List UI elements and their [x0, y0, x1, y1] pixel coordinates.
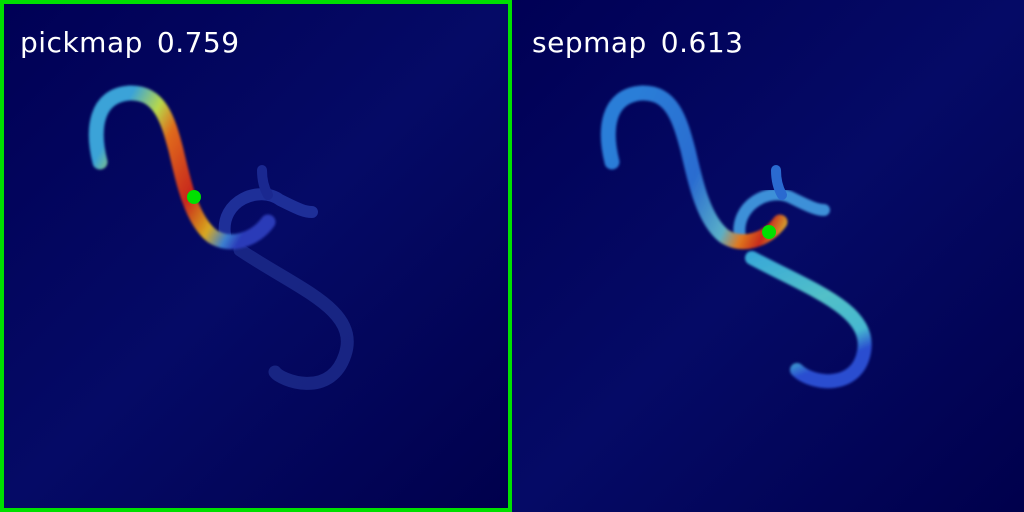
hook-a-shape [88, 85, 276, 250]
pickmap-label: pickmap 0.759 [20, 26, 240, 59]
sepmap-label: sepmap 0.613 [532, 26, 743, 59]
panel-score-text: 0.759 [156, 26, 240, 59]
hook-b-shape [745, 251, 872, 389]
pickmap-panel[interactable]: pickmap 0.759 [0, 0, 512, 512]
pickmap-heatmap [0, 0, 512, 512]
hook-b-upper-shape [218, 188, 318, 241]
panel-score-text: 0.613 [660, 26, 744, 59]
sepmap-background [512, 0, 1024, 512]
hook-a-shape [600, 85, 788, 250]
panel-name-text: sepmap [532, 26, 647, 59]
hook-b-upper-shape [733, 188, 830, 244]
sepmap-heatmap [512, 0, 1024, 512]
panel-name-text: pickmap [20, 26, 143, 59]
pick-point-marker [762, 225, 776, 239]
sepmap-panel[interactable]: sepmap 0.613 [512, 0, 1024, 512]
hook-b-shape [233, 243, 354, 390]
pick-point-marker [187, 190, 201, 204]
